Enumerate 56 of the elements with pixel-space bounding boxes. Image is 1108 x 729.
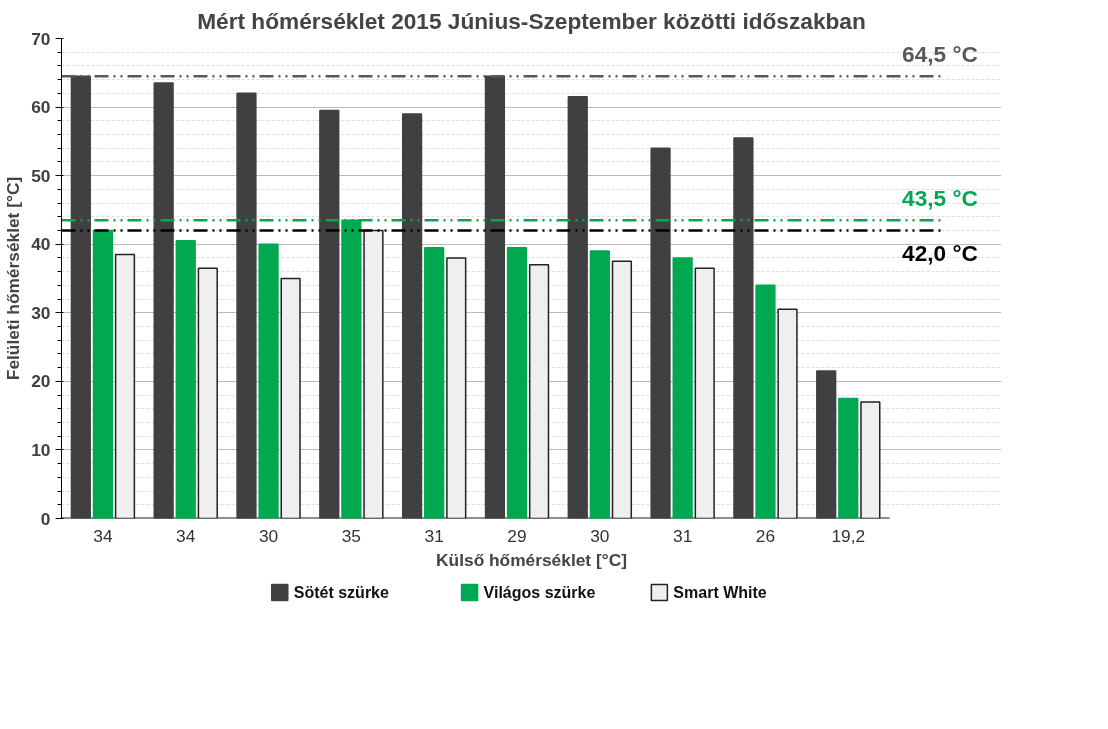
x-tick-label: 35 [341, 525, 362, 546]
bar [672, 257, 693, 519]
x-tick-label: 31 [424, 525, 444, 546]
x-tick-label: 19,2 [831, 525, 866, 546]
x-tick-label: 29 [507, 525, 527, 546]
bar [236, 92, 257, 519]
bar [197, 267, 218, 519]
ref-line-label: 43,5 °C [902, 185, 978, 212]
y-tick-label: 40 [31, 234, 51, 255]
x-tick-label: 30 [590, 525, 610, 546]
bar [484, 75, 506, 519]
legend-label: Smart White [673, 584, 767, 601]
bar [755, 284, 776, 519]
y-tick-label: 60 [31, 97, 51, 118]
bar [528, 264, 550, 519]
y-tick-label: 0 [40, 508, 51, 529]
x-tick-label: 34 [93, 525, 113, 546]
bar [446, 257, 467, 519]
ref-line-label: 64,5 °C [902, 41, 978, 68]
bar [589, 250, 610, 519]
ref-line-label: 42,0 °C [902, 239, 978, 266]
bar [838, 397, 859, 519]
y-tick-label: 70 [31, 28, 51, 49]
bar [401, 113, 423, 519]
legend-label: Világos szürke [483, 584, 596, 601]
bar [92, 229, 114, 519]
bar [506, 246, 528, 519]
bar [70, 75, 91, 519]
chart-title: Mért hőmérséklet 2015 Június-Szeptember közötti időszakban [197, 7, 866, 34]
bar [363, 229, 384, 519]
y-axis-title: Felületi hőmérséklet [°C] [3, 176, 24, 381]
bar [860, 401, 881, 519]
x-tick-label: 34 [176, 525, 196, 546]
y-tick-label: 20 [31, 371, 51, 392]
bar [175, 240, 196, 519]
x-tick-label: 26 [755, 525, 776, 546]
x-axis-title: Külső hőmérséklet [°C] [436, 549, 627, 570]
bar [694, 267, 715, 519]
bar [567, 96, 588, 519]
bar [319, 109, 340, 519]
bar [816, 370, 837, 519]
bar [650, 147, 671, 519]
bar [258, 243, 279, 519]
bar [733, 137, 754, 519]
legend-label: Sötét szürke [293, 584, 390, 601]
y-tick-label: 10 [31, 439, 51, 460]
bar [280, 277, 301, 519]
y-tick-label: 50 [31, 165, 51, 186]
x-tick-label: 31 [673, 525, 693, 546]
y-tick-label: 30 [31, 302, 51, 323]
bar [777, 308, 798, 519]
x-tick-label: 30 [258, 525, 279, 546]
bar [114, 253, 136, 519]
bar [611, 260, 633, 519]
bar [424, 246, 445, 519]
bar [153, 82, 174, 519]
